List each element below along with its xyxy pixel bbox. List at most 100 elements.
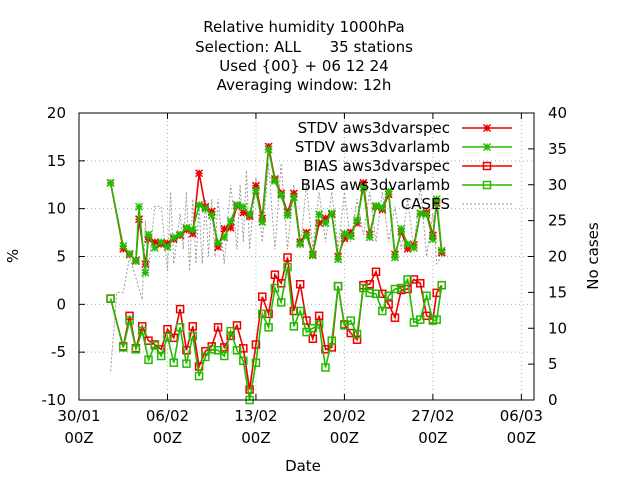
stdv-aws3dvarlamb-point (403, 240, 412, 249)
stdv-aws3dvarlamb-point (422, 210, 431, 219)
stdv-aws3dvarspec-point (340, 234, 349, 243)
x-tick-label-hour: 00Z (330, 429, 359, 447)
stdv-aws3dvarlamb-point (251, 186, 260, 195)
stdv-aws3dvarlamb-point (169, 233, 178, 242)
legend-marker-stdv-aws3dvarspec (482, 123, 492, 133)
y2-tick-label: 20 (548, 248, 567, 266)
bias-aws3dvarlamb-point (125, 316, 134, 325)
bias-aws3dvarlamb-point (340, 321, 349, 330)
legend-label-bias-aws3dvarspec: BIAS aws3dvarspec (303, 157, 450, 175)
x-tick-label-hour: 00Z (153, 429, 182, 447)
bias-aws3dvarspec-point (175, 304, 185, 314)
stdv-aws3dvarlamb-point (245, 210, 254, 219)
bias-aws3dvarlamb-point (137, 326, 147, 336)
bias-aws3dvarlamb-point (378, 306, 387, 316)
x-tick-label: 06/02 (146, 407, 189, 425)
bias-aws3dvarlamb-point (239, 356, 248, 366)
bias-aws3dvarspec-point (270, 270, 280, 279)
bias-aws3dvarlamb-point (437, 280, 446, 290)
y2-tick-label: 35 (548, 140, 567, 158)
bias-aws3dvarlamb-point (131, 345, 141, 354)
stdv-aws3dvarspec-point (213, 242, 223, 251)
bias-aws3dvarlamb-point (397, 283, 406, 293)
bias-aws3dvarlamb-point (283, 262, 292, 272)
stdv-aws3dvarlamb-point (277, 191, 286, 200)
stdv-aws3dvarspec-point (220, 224, 229, 233)
stdv-aws3dvarlamb-point (135, 202, 144, 211)
legend-label-stdv-aws3dvarspec: STDV aws3dvarspec (298, 119, 450, 137)
bias-aws3dvarlamb-point (175, 323, 185, 332)
stdv-aws3dvarlamb-point (346, 232, 355, 241)
title-line-2: Selection: ALL 35 stations (195, 38, 413, 56)
stdv-aws3dvarlamb-point (321, 218, 330, 228)
y2-tick-label: 40 (548, 104, 567, 122)
x-tick-label-hour: 00Z (418, 429, 447, 447)
stdv-aws3dvarspec-point (359, 178, 368, 187)
y-tick-label: -5 (51, 343, 66, 361)
bias-aws3dvarspec-point (295, 279, 305, 289)
stdv-aws3dvarlamb-point (141, 268, 150, 277)
bias-aws3dvarlamb-line (109, 266, 443, 401)
stdv-aws3dvarlamb-point (188, 225, 197, 234)
bias-aws3dvarspec-point (258, 292, 267, 301)
stdv-aws3dvarlamb-point (264, 145, 273, 154)
stdv-aws3dvarlamb-point (232, 200, 242, 209)
bias-aws3dvarlamb-point (321, 363, 330, 372)
stdv-aws3dvarlamb-point (296, 240, 305, 249)
y-tick-label: 20 (47, 104, 66, 122)
bias-aws3dvarlamb-point (346, 316, 355, 325)
stdv-aws3dvarlamb-point (176, 230, 185, 239)
stdv-aws3dvarlamb-point (157, 238, 166, 247)
stdv-aws3dvarspec-point (195, 169, 204, 178)
stdv-aws3dvarlamb-point (416, 209, 425, 218)
y2-tick-label: 25 (548, 212, 567, 230)
bias-aws3dvarspec-point (314, 311, 324, 321)
bias-aws3dvarspec-point (390, 313, 400, 322)
stdv-aws3dvarlamb-point (182, 223, 191, 232)
stdv-aws3dvarlamb-point (289, 193, 298, 202)
y2-tick-label: 30 (548, 176, 567, 194)
bias-aws3dvarlamb-point (422, 291, 431, 300)
bias-aws3dvarlamb-point (213, 346, 223, 355)
legend-marker-bias-aws3dvarspec (482, 161, 492, 171)
y2-axis-label: No cases (584, 222, 602, 290)
title-line-3: Used {00} + 06 12 24 (219, 57, 388, 75)
stdv-aws3dvarspec-point (315, 218, 324, 228)
y2-tick-label: 0 (548, 391, 558, 409)
y2-tick-label: 5 (548, 355, 558, 373)
stdv-aws3dvarspec-point (346, 228, 355, 237)
series-bias-aws3dvarlamb (106, 262, 446, 405)
stdv-aws3dvarlamb-point (327, 209, 336, 218)
bias-aws3dvarlamb-point (327, 336, 337, 345)
y-tick-label: -10 (42, 391, 67, 409)
bias-aws3dvarlamb-point (264, 323, 273, 332)
stdv-aws3dvarlamb-point (397, 224, 406, 233)
bias-aws3dvarlamb-point (416, 315, 425, 324)
x-tick-label: 06/03 (500, 407, 543, 425)
stdv-aws3dvarlamb-point (359, 183, 368, 192)
stdv-aws3dvarlamb-point (106, 178, 115, 187)
legend-label-bias-aws3dvarlamb: BIAS aws3dvarlamb (301, 176, 450, 194)
bias-aws3dvarlamb-point (156, 351, 166, 361)
bias-aws3dvarlamb-point (188, 331, 197, 341)
bias-aws3dvarlamb-point (270, 283, 280, 293)
stdv-aws3dvarspec-point (207, 207, 216, 216)
x-tick-label-hour: 00Z (64, 429, 93, 447)
stdv-aws3dvarlamb-point (220, 233, 229, 242)
bias-aws3dvarlamb-point (295, 306, 305, 316)
stdv-aws3dvarlamb-point (163, 242, 172, 251)
bias-aws3dvarspec-point (188, 322, 197, 331)
cases-line (110, 163, 443, 372)
x-tick-label: 13/02 (234, 407, 277, 425)
bias-aws3dvarlamb-point (359, 283, 368, 293)
y-axis-label: % (4, 249, 22, 263)
bias-aws3dvarlamb-point (232, 346, 242, 355)
bias-aws3dvarspec-point (416, 279, 425, 288)
stdv-aws3dvarlamb-point (144, 230, 153, 239)
bias-aws3dvarspec-point (371, 267, 381, 277)
stdv-aws3dvarspec-point (226, 223, 235, 232)
bias-aws3dvarlamb-point (371, 289, 381, 299)
stdv-aws3dvarspec-point (239, 208, 248, 217)
bias-aws3dvarlamb-point (352, 329, 362, 339)
